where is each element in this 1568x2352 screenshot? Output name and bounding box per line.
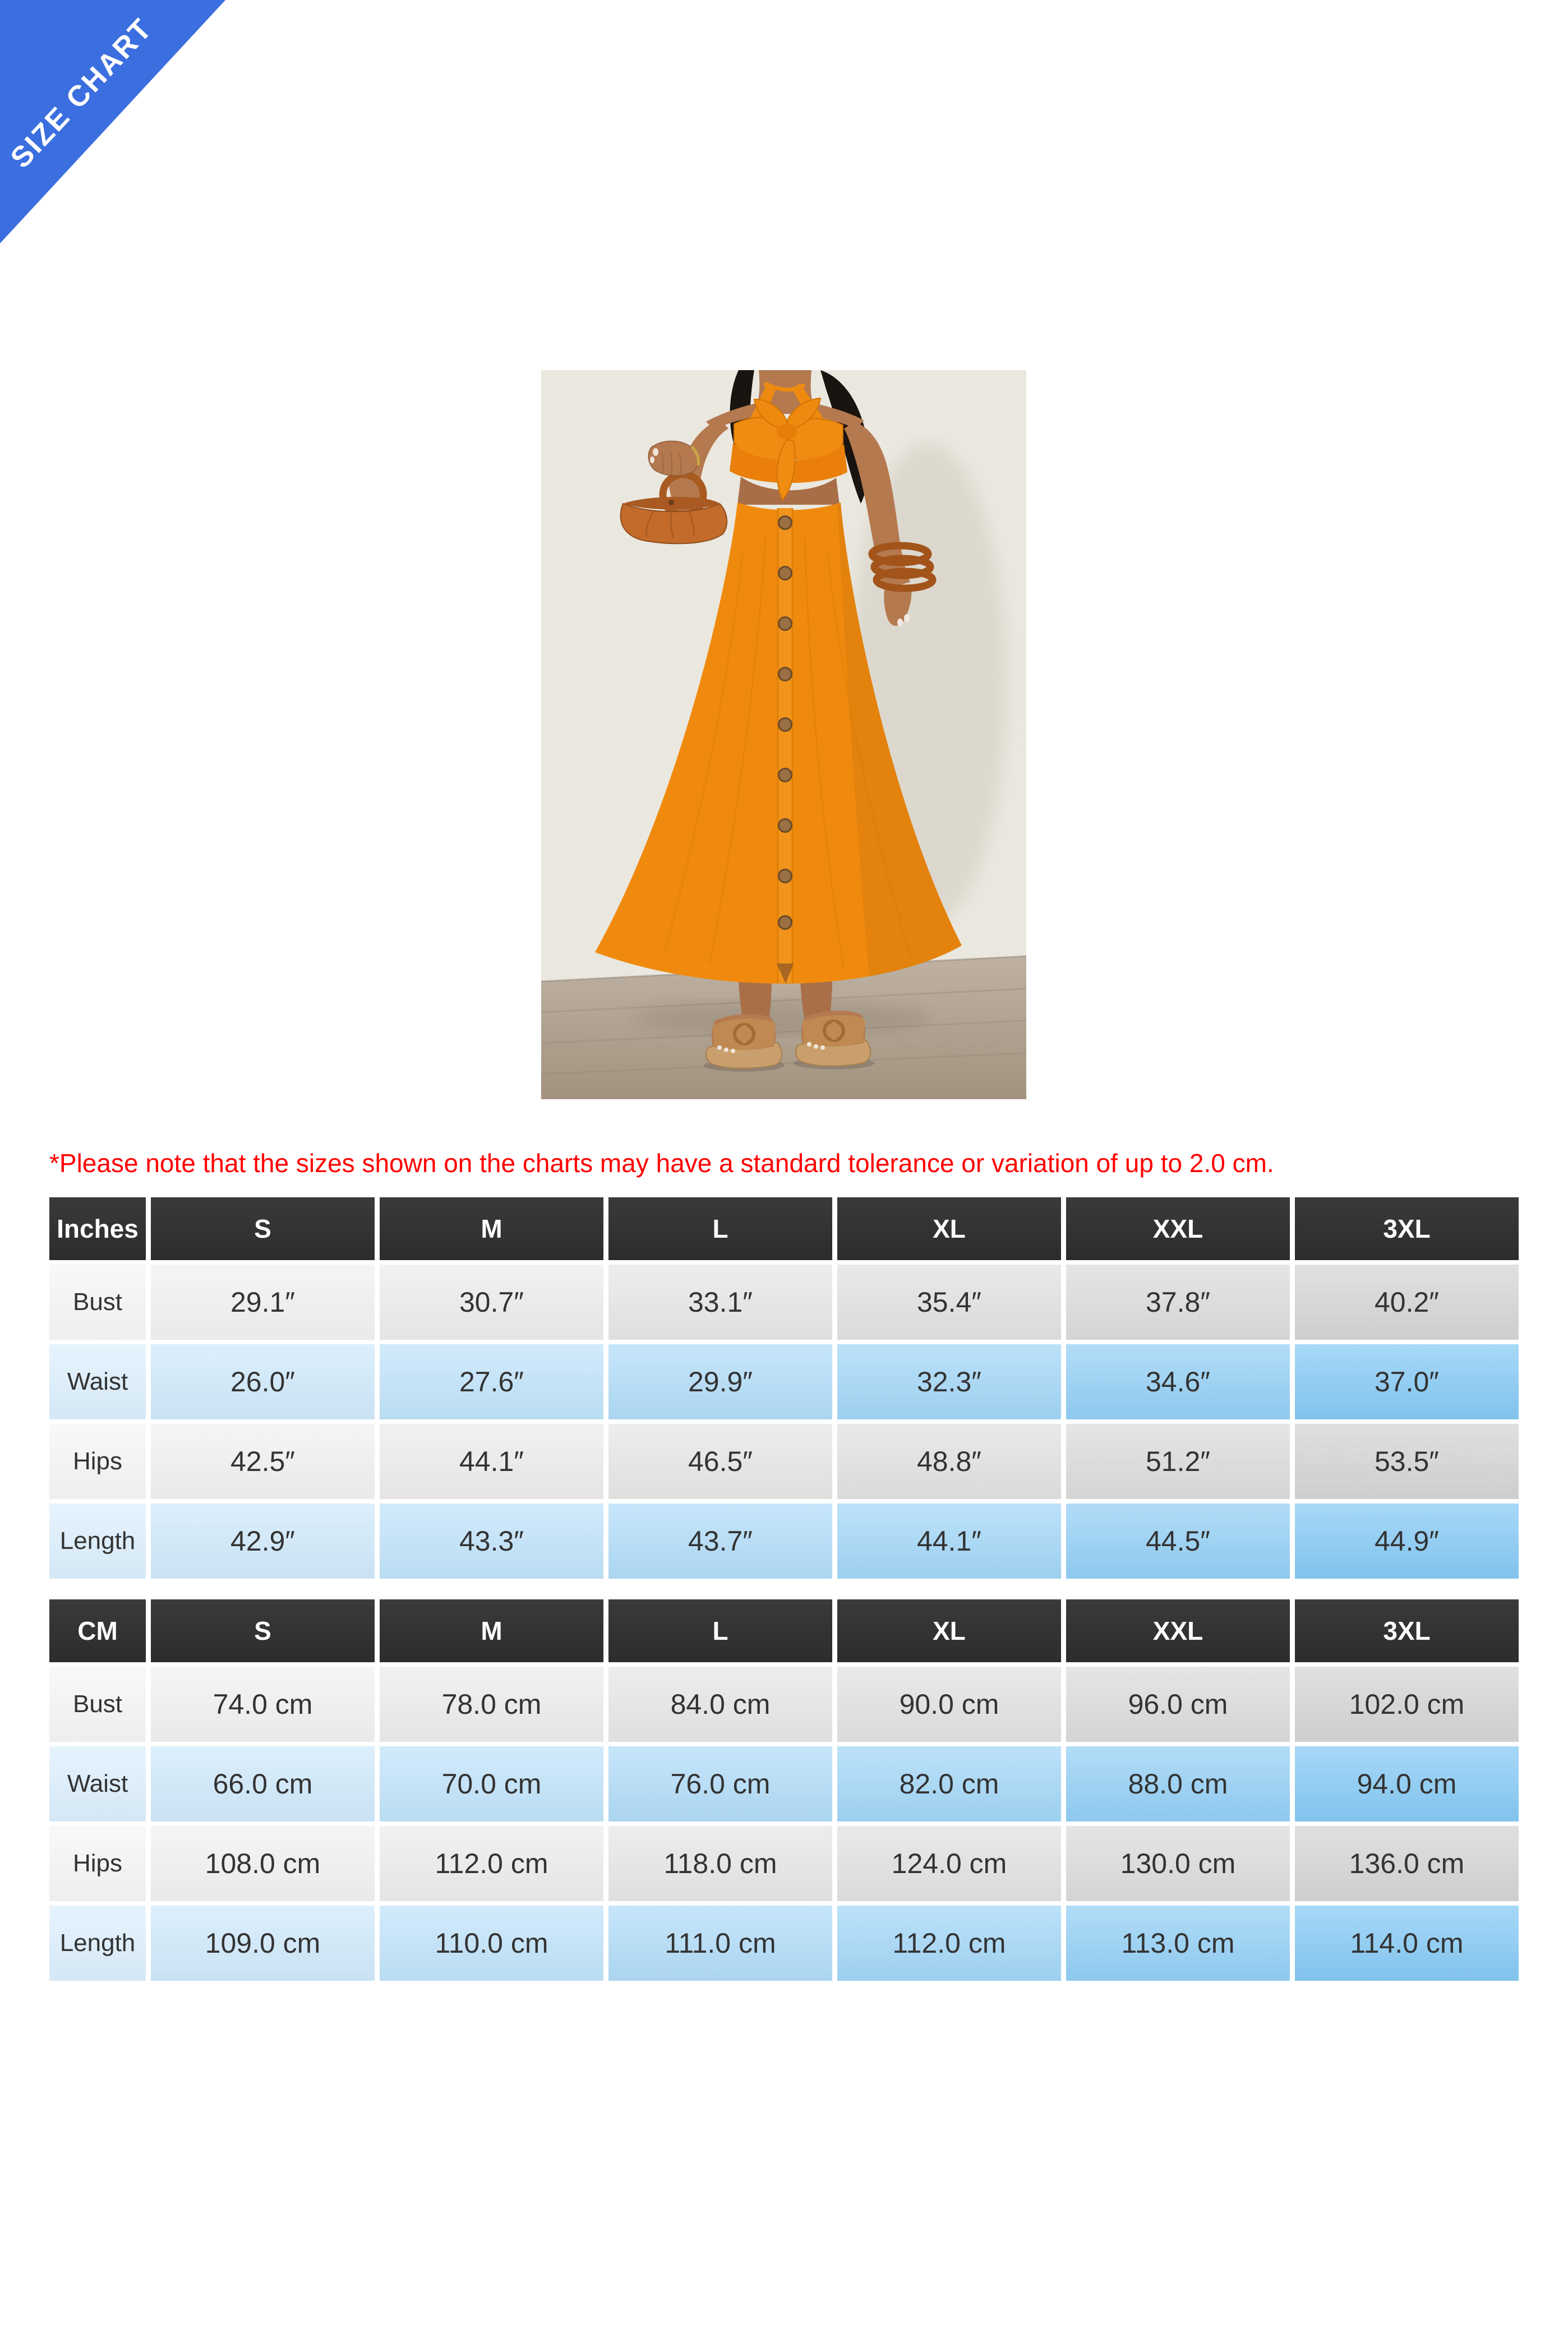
size-value-cell: 40.2″ — [1295, 1265, 1519, 1340]
row-label-bust: Bust — [49, 1265, 146, 1340]
size-value-cell: 44.9″ — [1295, 1504, 1519, 1579]
row-label-waist: Waist — [49, 1746, 146, 1821]
bracelets — [868, 542, 937, 592]
row-label-hips: Hips — [49, 1424, 146, 1499]
size-table-cm: CM S M L XL XXL 3XL Bust 74.0 cm 78.0 cm 84.0 cm 90… — [49, 1599, 1519, 1981]
row-label-length: Length — [49, 1906, 146, 1981]
product-photo — [541, 370, 1026, 1099]
size-value-cell: 66.0 cm — [151, 1746, 375, 1821]
size-value-cell: 44.5″ — [1066, 1504, 1290, 1579]
size-value-cell: 74.0 cm — [151, 1667, 375, 1742]
size-value-cell: 37.8″ — [1066, 1265, 1290, 1340]
size-value-cell: 114.0 cm — [1295, 1906, 1519, 1981]
size-table-inches: Inches S M L XL XXL 3XL Bust 29.1″ 30.7″ 33.1″ 35.4… — [49, 1197, 1519, 1579]
fingernails — [897, 614, 910, 626]
size-value-cell: 102.0 cm — [1295, 1667, 1519, 1742]
column-header-xxl: XXL — [1066, 1599, 1290, 1662]
column-header-m: M — [380, 1599, 603, 1662]
size-value-cell: 76.0 cm — [608, 1746, 832, 1821]
size-value-cell: 82.0 cm — [837, 1746, 1061, 1821]
tolerance-note: *Please note that the sizes shown on the… — [49, 1149, 1274, 1178]
ribbon-triangle — [0, 0, 225, 243]
column-header-l: L — [608, 1599, 832, 1662]
handbag — [620, 471, 728, 545]
column-header-s: S — [151, 1599, 375, 1662]
column-header-3xl: 3XL — [1295, 1197, 1519, 1260]
size-value-cell: 124.0 cm — [837, 1826, 1061, 1901]
row-label-hips: Hips — [49, 1826, 146, 1901]
size-value-cell: 51.2″ — [1066, 1424, 1290, 1499]
size-value-cell: 110.0 cm — [380, 1906, 603, 1981]
size-value-cell: 48.8″ — [837, 1424, 1061, 1499]
table-unit-header: CM — [49, 1599, 146, 1662]
column-header-l: L — [608, 1197, 832, 1260]
size-value-cell: 112.0 cm — [837, 1906, 1061, 1981]
size-chart-ribbon: SIZE CHART — [0, 0, 225, 243]
size-value-cell: 78.0 cm — [380, 1667, 603, 1742]
size-value-cell: 136.0 cm — [1295, 1826, 1519, 1901]
size-value-cell: 42.9″ — [151, 1504, 375, 1579]
model-hand — [648, 440, 700, 476]
row-label-bust: Bust — [49, 1667, 146, 1742]
size-value-cell: 90.0 cm — [837, 1667, 1061, 1742]
size-value-cell: 94.0 cm — [1295, 1746, 1519, 1821]
size-value-cell: 32.3″ — [837, 1344, 1061, 1419]
size-value-cell: 29.9″ — [608, 1344, 832, 1419]
size-value-cell: 53.5″ — [1295, 1424, 1519, 1499]
size-value-cell: 108.0 cm — [151, 1826, 375, 1901]
size-value-cell: 113.0 cm — [1066, 1906, 1290, 1981]
size-value-cell: 44.1″ — [837, 1504, 1061, 1579]
row-label-length: Length — [49, 1504, 146, 1579]
size-value-cell: 34.6″ — [1066, 1344, 1290, 1419]
size-value-cell: 30.7″ — [380, 1265, 603, 1340]
size-value-cell: 130.0 cm — [1066, 1826, 1290, 1901]
size-value-cell: 44.1″ — [380, 1424, 603, 1499]
size-value-cell: 42.5″ — [151, 1424, 375, 1499]
size-value-cell: 43.7″ — [608, 1504, 832, 1579]
column-header-s: S — [151, 1197, 375, 1260]
dress-buttons — [778, 515, 792, 930]
size-value-cell: 27.6″ — [380, 1344, 603, 1419]
size-value-cell: 26.0″ — [151, 1344, 375, 1419]
size-value-cell: 33.1″ — [608, 1265, 832, 1340]
bodice-petal — [776, 439, 796, 501]
column-header-xl: XL — [837, 1197, 1061, 1260]
size-value-cell: 37.0″ — [1295, 1344, 1519, 1419]
size-value-cell: 109.0 cm — [151, 1906, 375, 1981]
table-unit-header: Inches — [49, 1197, 146, 1260]
sandals — [704, 1011, 874, 1072]
wood-floor — [541, 955, 1026, 1099]
size-value-cell: 111.0 cm — [608, 1906, 832, 1981]
column-header-m: M — [380, 1197, 603, 1260]
size-value-cell: 46.5″ — [608, 1424, 832, 1499]
column-header-xxl: XXL — [1066, 1197, 1290, 1260]
size-value-cell: 43.3″ — [380, 1504, 603, 1579]
size-value-cell: 96.0 cm — [1066, 1667, 1290, 1742]
column-header-3xl: 3XL — [1295, 1599, 1519, 1662]
size-value-cell: 70.0 cm — [380, 1746, 603, 1821]
column-header-xl: XL — [837, 1599, 1061, 1662]
size-value-cell: 29.1″ — [151, 1265, 375, 1340]
size-value-cell: 35.4″ — [837, 1265, 1061, 1340]
size-value-cell: 88.0 cm — [1066, 1746, 1290, 1821]
size-value-cell: 112.0 cm — [380, 1826, 603, 1901]
dress-skirt — [595, 502, 962, 984]
row-label-waist: Waist — [49, 1344, 146, 1419]
size-value-cell: 84.0 cm — [608, 1667, 832, 1742]
size-value-cell: 118.0 cm — [608, 1826, 832, 1901]
